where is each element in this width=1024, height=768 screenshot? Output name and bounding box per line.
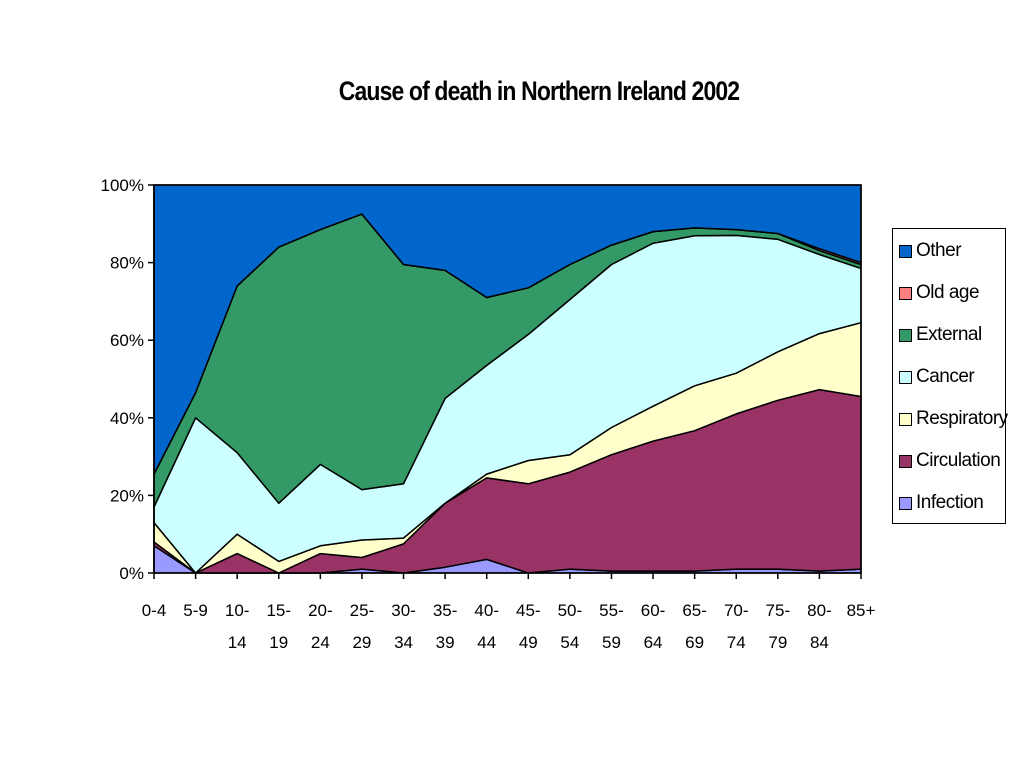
legend-label: Infection: [916, 492, 984, 513]
legend-item-circulation: Circulation: [899, 449, 1001, 473]
x-tick-label: 35-39: [433, 601, 458, 652]
x-tick-label: 45-49: [516, 601, 541, 652]
legend-label: Circulation: [916, 450, 1001, 471]
legend-swatch: [899, 328, 912, 342]
x-tick-label: 10-14: [225, 601, 250, 652]
legend-item-cancer: Cancer: [899, 365, 975, 389]
x-tick-label: 20-24: [308, 601, 333, 652]
x-tick-label: 55-59: [599, 601, 624, 652]
y-tick-label: 60%: [110, 331, 144, 350]
chart-title: Cause of death in Northern Ireland 2002: [338, 76, 740, 106]
x-tick-label: 40-44: [474, 601, 499, 652]
x-tick-label: 80-84: [807, 601, 832, 652]
y-tick-label: 20%: [110, 486, 144, 505]
area-series-group: [153, 184, 862, 574]
x-tick-label: 5-9: [183, 601, 208, 620]
x-tick-label: 65-69: [682, 601, 707, 652]
legend: Other Old age External Cancer Respiratory Cir…: [892, 228, 1008, 524]
x-tick-label: 0-4: [142, 601, 167, 620]
legend-swatch: [899, 454, 912, 468]
legend-swatch: [899, 496, 912, 510]
legend-label: External: [916, 324, 982, 345]
legend-item-infection: Infection: [899, 491, 984, 515]
x-tick-label: 75-79: [766, 601, 791, 652]
y-tick-label: 0%: [119, 564, 144, 583]
x-axis: 0-4 5-9 10-14 15-19 20-24 25-29 30-34 35-39 40-4…: [142, 573, 876, 652]
legend-label: Respiratory: [916, 408, 1008, 429]
y-tick-label: 40%: [110, 409, 144, 428]
x-tick-label: 85+: [847, 601, 876, 620]
x-tick-label: 60-64: [641, 601, 666, 652]
legend-item-old-age: Old age: [899, 281, 980, 305]
y-tick-label: 100%: [101, 176, 144, 195]
legend-label: Other: [916, 240, 962, 261]
x-tick-label: 30-34: [391, 601, 416, 652]
x-tick-label: 25-29: [350, 601, 375, 652]
legend-item-external: External: [899, 323, 982, 347]
legend-swatch: [899, 370, 912, 384]
legend-item-respiratory: Respiratory: [899, 407, 1008, 431]
y-axis: 0% 20% 40% 60% 80% 100%: [101, 176, 155, 583]
legend-swatch: [899, 244, 912, 258]
legend-item-other: Other: [899, 239, 962, 263]
legend-label: Old age: [916, 282, 980, 303]
x-tick-label: 15-19: [266, 601, 291, 652]
legend-label: Cancer: [916, 366, 975, 387]
legend-swatch: [899, 286, 912, 300]
x-tick-label: 50-54: [558, 601, 583, 652]
legend-swatch: [899, 412, 912, 426]
x-tick-label: 70-74: [724, 601, 749, 652]
y-tick-label: 80%: [110, 254, 144, 273]
